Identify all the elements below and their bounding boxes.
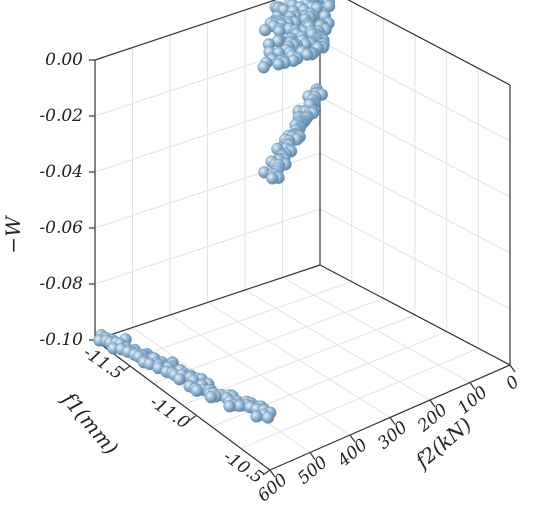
x-tick (122, 365, 131, 372)
y-tick (349, 434, 356, 443)
data-point (261, 411, 275, 424)
data-point (173, 373, 186, 386)
data-point (272, 58, 285, 71)
z-tick-label: -0.06 (39, 218, 83, 238)
y-tick-label: 0 (502, 372, 523, 394)
y-tick-label: 400 (333, 435, 372, 472)
data-point (223, 400, 236, 413)
data-point (190, 384, 204, 397)
z-tick-label: -0.02 (39, 106, 83, 126)
data-point (257, 61, 270, 74)
y-tick-label: 300 (374, 417, 412, 453)
axis-line (94, 339, 271, 471)
y-tick (309, 452, 316, 460)
z-tick-label: -0.04 (39, 162, 83, 182)
data-point (259, 23, 272, 37)
y-tick (429, 399, 436, 408)
y-tick (469, 382, 476, 390)
x-tick (189, 414, 197, 421)
y-tick (269, 469, 276, 478)
x-tick-label: -11.0 (146, 392, 193, 433)
axis-line (94, 0, 277, 61)
data-point (204, 390, 218, 404)
y-tick-label: 500 (294, 452, 332, 488)
z-tick-label: -0.10 (39, 330, 83, 350)
x-tick-label: -10.5 (219, 447, 266, 488)
tick-labels: 0.00-0.02-0.04-0.06-0.08-0.10−W-11.5-11.… (1, 50, 523, 506)
x-axis-title: f1(mm) (56, 386, 123, 459)
axis-line (94, 264, 321, 341)
grid-line (282, 277, 471, 383)
z-tick-label: 0.00 (45, 50, 83, 70)
axes (89, 0, 516, 478)
grid-line (211, 331, 447, 428)
data-points (93, 0, 336, 424)
axis-line (319, 264, 511, 366)
y-tick (389, 417, 396, 425)
data-point (266, 172, 279, 185)
z-axis-title: −W (1, 215, 25, 254)
x-tick (262, 469, 271, 476)
y-tick (509, 364, 516, 373)
z-tick-label: -0.08 (39, 274, 83, 294)
data-point (250, 410, 263, 423)
axis-line (347, 0, 511, 86)
